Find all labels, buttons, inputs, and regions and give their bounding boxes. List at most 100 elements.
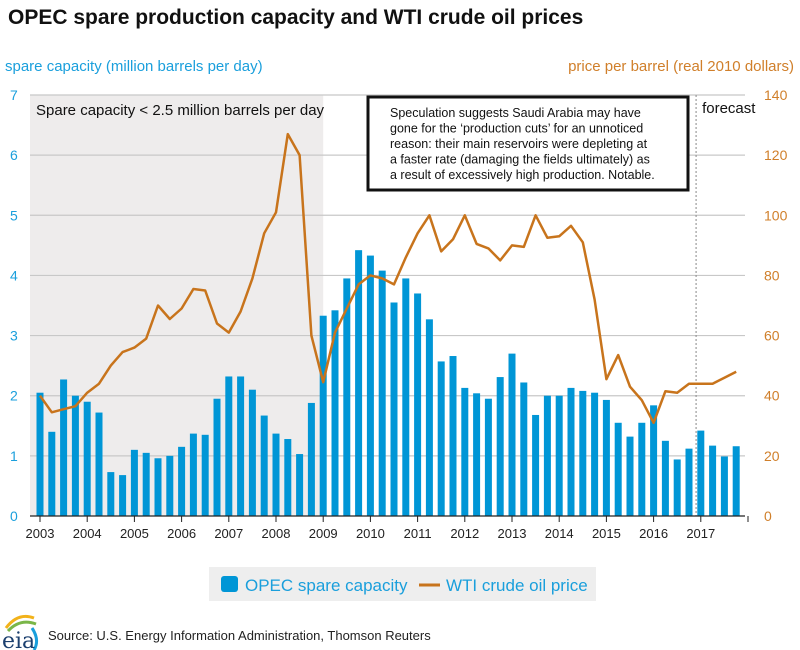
bar-spare-capacity [71,395,79,516]
annotation-line: a result of excessively high production.… [390,168,655,182]
y-axis-right-label: price per barrel (real 2010 dollars) [568,58,794,75]
bar-spare-capacity [650,405,658,516]
bar-spare-capacity [732,446,740,516]
chart-title: OPEC spare production capacity and WTI c… [8,6,584,29]
bar-spare-capacity [307,402,315,516]
bar-spare-capacity [142,452,150,516]
bar-spare-capacity [36,392,44,516]
bar-spare-capacity [83,401,91,516]
y-tick-right: 120 [764,147,788,163]
bar-spare-capacity [166,455,174,516]
y-tick-right: 60 [764,328,780,344]
bar-spare-capacity [343,278,351,516]
x-tick-label: 2007 [214,526,243,541]
annotation-line: a faster rate (damaging the fields ultim… [390,153,650,167]
bar-spare-capacity [248,389,256,516]
x-tick-label: 2009 [309,526,338,541]
x-tick-label: 2006 [167,526,196,541]
bar-spare-capacity [449,356,457,516]
bar-spare-capacity [591,392,599,516]
bar-spare-capacity [48,431,56,516]
bar-spare-capacity [331,310,339,516]
bar-spare-capacity [520,382,528,516]
bar-spare-capacity [709,445,717,516]
forecast-label: forecast [702,100,756,117]
bar-spare-capacity [154,458,162,516]
bar-spare-capacity [661,440,669,516]
legend-swatch-bar [221,576,238,592]
y-tick-right: 40 [764,388,780,404]
y-tick-right: 140 [764,87,788,103]
eia-logo-arc [4,614,35,629]
annotation-line: Speculation suggests Saudi Arabia may ha… [390,106,641,120]
bar-spare-capacity [484,398,492,516]
bar-spare-capacity [390,302,398,516]
bar-spare-capacity [201,434,209,516]
bar-spare-capacity [626,436,634,516]
annotation-line: reason: their main reservoirs were deple… [390,137,648,151]
bar-spare-capacity [437,361,445,516]
bar-spare-capacity [296,454,304,516]
bar-spare-capacity [697,430,705,516]
x-tick-label: 2011 [404,526,432,541]
line-wti-price [38,132,737,425]
bar-spare-capacity [95,412,103,516]
y-tick-left: 7 [10,87,18,103]
x-tick-label: 2005 [120,526,149,541]
bar-spare-capacity [355,250,363,516]
x-tick-label: 2012 [450,526,479,541]
bar-spare-capacity [213,398,221,516]
y-tick-left: 5 [10,207,18,223]
source-note: Source: U.S. Energy Information Administ… [48,628,431,643]
bar-spare-capacity [720,456,728,516]
bar-spare-capacity [237,376,245,516]
bar-spare-capacity [532,414,540,516]
bar-spare-capacity [614,422,622,516]
legend-box [209,567,596,601]
bar-spare-capacity [107,472,115,516]
bar-spare-capacity [130,449,138,516]
bar-spare-capacity [284,439,292,516]
y-tick-left: 3 [10,328,18,344]
x-tick-label: 2010 [356,526,385,541]
annotation-text: Speculation suggests Saudi Arabia may ha… [390,106,655,182]
bar-spare-capacity [555,395,563,516]
eia-logo: eia [2,629,35,650]
y-tick-right: 0 [764,508,772,524]
shaded-region-label: Spare capacity < 2.5 million barrels per… [36,102,325,119]
x-tick-label: 2014 [545,526,574,541]
bar-spare-capacity [685,448,693,516]
annotation-line: gone for the ‘production cuts’ for an un… [390,122,643,136]
annotation-box [366,95,690,192]
y-tick-right: 100 [764,207,788,223]
y-tick-left: 4 [10,267,18,283]
y-axis-left-label: spare capacity (million barrels per day) [5,58,263,75]
bar-spare-capacity [425,319,433,516]
bar-spare-capacity [60,379,68,516]
bar-spare-capacity [673,459,681,516]
bar-spare-capacity [119,475,127,516]
x-tick-label: 2016 [639,526,668,541]
eia-logo-arc [30,627,39,650]
bar-spare-capacity [543,395,551,516]
bar-spare-capacity [473,393,481,516]
x-tick-label: 2003 [26,526,55,541]
bar-spare-capacity [496,377,504,516]
bar-spare-capacity [402,278,410,516]
bar-spare-capacity [178,446,186,516]
bar-spare-capacity [225,376,233,516]
bar-spare-capacity [414,293,422,516]
y-tick-left: 1 [10,448,18,464]
bar-spare-capacity [189,433,197,516]
y-tick-left: 0 [10,508,18,524]
legend-label: WTI crude oil price [446,576,588,595]
bar-spare-capacity [461,387,469,516]
bar-spare-capacity [567,387,575,516]
bar-spare-capacity [260,415,268,516]
x-tick-label: 2015 [592,526,621,541]
y-tick-left: 2 [10,388,18,404]
legend-label: OPEC spare capacity [245,576,408,595]
bar-spare-capacity [602,399,610,516]
x-tick-label: 2008 [262,526,291,541]
